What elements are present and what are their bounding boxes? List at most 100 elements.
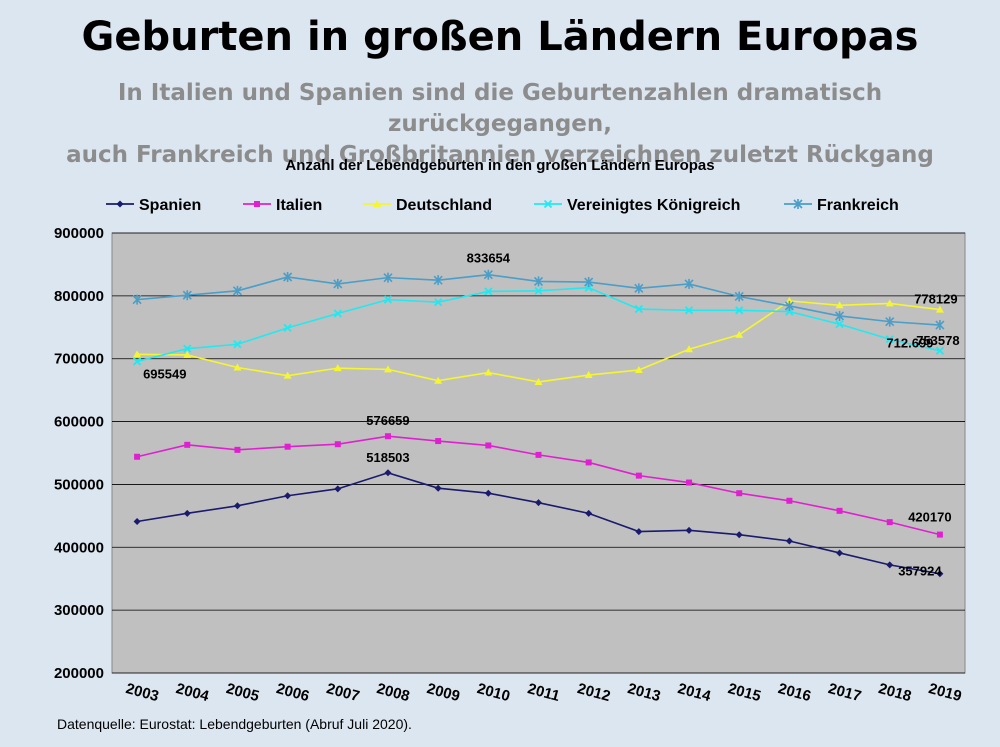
data-point [384, 469, 392, 477]
data-point [736, 490, 743, 497]
subtitle-line-2: auch Frankreich und Großbritannien verze… [66, 142, 934, 168]
data-point [635, 472, 642, 479]
x-tick-label: 2016 [776, 680, 813, 705]
data-point [373, 200, 381, 207]
x-tick-label: 2005 [224, 680, 261, 705]
y-axis: 900000 800000 700000 600000 500000 400000 3000… [54, 225, 104, 682]
data-point [485, 442, 492, 449]
data-point [885, 335, 894, 344]
data-point [836, 549, 844, 557]
chart-legend: Spanien Italien Deutschland Vereinigtes Kön… [106, 197, 899, 214]
data-point [233, 502, 241, 510]
legend-label: Frankreich [817, 197, 899, 214]
data-point [132, 357, 142, 366]
x-tick-label: 2013 [626, 680, 663, 705]
data-point [232, 285, 243, 296]
data-point [735, 330, 744, 338]
data-point [685, 526, 693, 534]
x-tick-label: 2004 [174, 680, 211, 705]
data-point [785, 537, 793, 545]
data-point [182, 290, 192, 301]
data-point [635, 528, 643, 536]
y-tick-label: 900000 [54, 225, 104, 242]
data-point [543, 199, 553, 209]
page-title: Geburten in großen Ländern Europas [81, 14, 919, 60]
data-point [133, 350, 142, 358]
data-point [686, 479, 693, 486]
data-point [885, 299, 894, 307]
data-point [183, 344, 192, 353]
series-spanien [133, 469, 944, 578]
data-point [183, 350, 192, 358]
data-point [793, 199, 803, 209]
data-point [434, 484, 442, 492]
data-point [533, 276, 544, 287]
y-tick-label: 800000 [54, 288, 104, 305]
data-point [134, 453, 141, 460]
data-label: 518503 [366, 450, 409, 465]
data-point [735, 306, 744, 315]
grid-lines [112, 232, 965, 674]
data-point [684, 306, 694, 315]
data-point [435, 438, 442, 445]
data-point [935, 346, 945, 355]
x-tick-label: 2018 [877, 680, 914, 705]
data-point [534, 377, 543, 385]
x-tick-label: 2007 [325, 680, 362, 705]
data-point [834, 310, 845, 321]
data-point [283, 371, 292, 379]
data-point [835, 301, 844, 309]
data-point [334, 485, 342, 493]
data-point [534, 286, 543, 295]
data-point [383, 365, 392, 373]
x-tick-label: 2009 [425, 680, 462, 705]
legend-item: Deutschland [363, 197, 492, 214]
legend-label: Deutschland [396, 197, 492, 214]
x-axis: 2003 2004 2005 2006 2007 2008 2009 2010 2011 2012… [124, 680, 963, 705]
x-tick-label: 2010 [475, 680, 512, 705]
data-point [886, 519, 893, 526]
data-point [434, 298, 443, 307]
legend-label: Italien [276, 197, 322, 214]
data-point [284, 443, 291, 450]
x-tick-label: 2006 [274, 680, 311, 705]
data-point [184, 441, 191, 448]
data-point [434, 376, 443, 384]
subtitle-line-1: In Italien und Spanien sind die Geburten… [117, 80, 883, 137]
data-label: 778129 [914, 292, 957, 307]
data-label: 357924 [898, 564, 942, 579]
data-point [483, 269, 493, 280]
data-point [584, 277, 594, 288]
data-label: 753578 [916, 333, 959, 348]
data-point [584, 371, 593, 379]
data-point [484, 287, 493, 296]
y-tick-label: 200000 [54, 665, 104, 682]
data-point [433, 275, 443, 286]
y-tick-label: 700000 [54, 351, 104, 368]
data-point [383, 272, 393, 283]
x-tick-label: 2017 [826, 680, 863, 705]
data-point [634, 283, 644, 294]
data-point [684, 278, 694, 289]
series-deutschland [133, 296, 944, 385]
data-point [585, 509, 593, 517]
data-source-note: Datenquelle: Eurostat: Lebendgeburten (A… [57, 716, 412, 732]
y-tick-label: 400000 [54, 539, 104, 556]
data-point [785, 296, 794, 304]
data-point [786, 497, 793, 504]
x-tick-label: 2011 [526, 680, 562, 705]
data-point [935, 305, 944, 313]
data-point [936, 531, 943, 538]
data-point [283, 272, 293, 282]
data-point [886, 561, 894, 569]
data-point [484, 368, 493, 376]
data-point [284, 492, 292, 500]
data-point [384, 433, 391, 440]
y-tick-label: 600000 [54, 414, 104, 431]
data-point [484, 489, 492, 497]
data-point [333, 278, 343, 289]
data-point [334, 441, 341, 448]
data-label: 420170 [908, 510, 951, 525]
